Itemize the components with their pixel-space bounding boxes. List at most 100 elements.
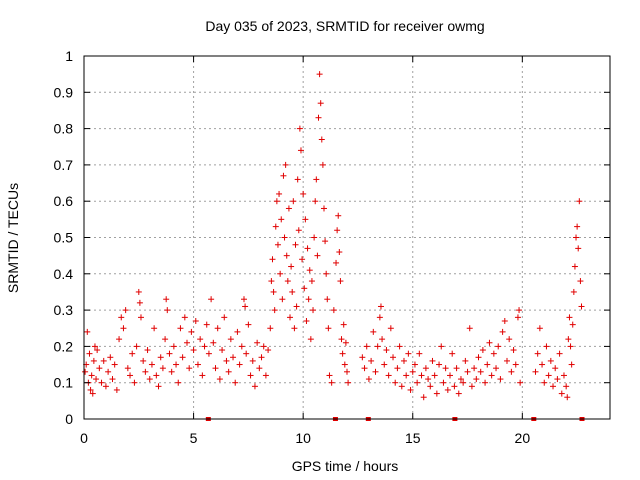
data-point [564, 394, 571, 401]
data-point [230, 354, 237, 361]
chart-title: Day 035 of 2023, SRMTID for receiver owm… [205, 18, 484, 34]
data-point [219, 347, 226, 354]
data-point [307, 336, 314, 343]
data-point [372, 368, 379, 375]
data-point [127, 372, 134, 379]
data-point [359, 354, 366, 361]
data-point [82, 368, 89, 375]
data-point [497, 376, 504, 383]
data-point [142, 368, 149, 375]
data-point [274, 241, 281, 248]
data-point [330, 307, 337, 314]
data-point [210, 339, 217, 346]
data-point [447, 372, 454, 379]
data-point [251, 383, 258, 390]
data-point [451, 383, 458, 390]
y-axis-label: SRMTID / TECUs [5, 183, 21, 293]
data-point [90, 357, 97, 364]
data-point [94, 347, 101, 354]
data-point [333, 259, 340, 266]
data-point [477, 368, 484, 375]
data-point [320, 205, 327, 212]
data-point [425, 376, 432, 383]
data-point [510, 347, 517, 354]
data-point [135, 288, 142, 295]
data-point [100, 357, 107, 364]
data-point [290, 198, 297, 205]
data-point [289, 288, 296, 295]
data-point [361, 365, 368, 372]
data-point [392, 379, 399, 386]
data-point [565, 336, 572, 343]
data-point [136, 299, 143, 306]
data-point [508, 368, 515, 375]
data-point [431, 372, 438, 379]
data-point [314, 252, 321, 259]
data-point [315, 114, 322, 121]
data-point [416, 350, 423, 357]
x-tick-label: 20 [515, 430, 531, 446]
data-point [455, 390, 462, 397]
data-point [495, 343, 502, 350]
data-point [194, 361, 201, 368]
data-point [547, 357, 554, 364]
data-point [116, 336, 123, 343]
data-point [129, 350, 136, 357]
data-point [326, 372, 333, 379]
data-point [216, 376, 223, 383]
data-point [453, 365, 460, 372]
data-point [429, 357, 436, 364]
data-point [554, 376, 561, 383]
x-axis-ticks: 0 5 10 15 20 [80, 56, 530, 446]
data-point [297, 147, 304, 154]
data-point [334, 227, 341, 234]
data-point [303, 317, 310, 324]
data-point [464, 368, 471, 375]
data-point [418, 372, 425, 379]
data-point [277, 270, 284, 277]
data-point [577, 278, 584, 285]
data-point [260, 343, 267, 350]
data-point [325, 325, 332, 332]
data-point [370, 328, 377, 335]
data-point [550, 383, 557, 390]
data-point [427, 383, 434, 390]
data-point [269, 256, 276, 263]
data-point [566, 314, 573, 321]
data-point [516, 307, 523, 314]
data-point [168, 368, 175, 375]
data-point [313, 176, 320, 183]
data-point [539, 361, 546, 368]
data-point [308, 278, 315, 285]
data-point [242, 303, 249, 310]
data-point [493, 365, 500, 372]
data-point [212, 365, 219, 372]
y-tick-label: 0.3 [54, 302, 74, 318]
data-point [162, 336, 169, 343]
data-point [433, 390, 440, 397]
data-point [84, 328, 91, 335]
data-point [457, 376, 464, 383]
data-point [488, 372, 495, 379]
data-point [368, 357, 375, 364]
data-point [422, 365, 429, 372]
data-point [296, 125, 303, 132]
data-point [258, 354, 265, 361]
data-point [475, 354, 482, 361]
data-point [436, 361, 443, 368]
data-point [131, 379, 138, 386]
data-point [285, 205, 292, 212]
data-point [254, 339, 261, 346]
data-point [240, 296, 247, 303]
data-point [573, 234, 580, 241]
data-point [247, 372, 254, 379]
data-point [102, 383, 109, 390]
data-point [284, 278, 291, 285]
data-point [163, 296, 170, 303]
data-point [221, 314, 228, 321]
data-point [323, 270, 330, 277]
data-point [556, 350, 563, 357]
data-point [379, 336, 386, 343]
data-point [283, 252, 290, 259]
data-point [403, 372, 410, 379]
